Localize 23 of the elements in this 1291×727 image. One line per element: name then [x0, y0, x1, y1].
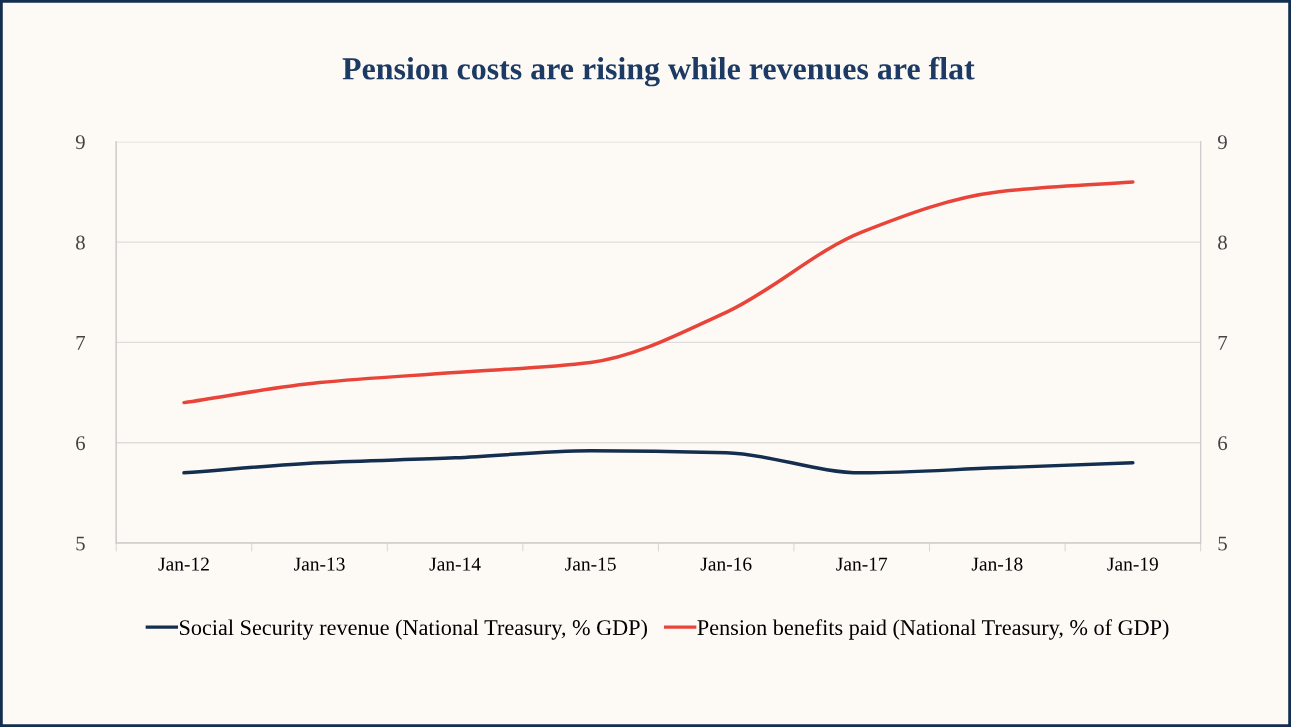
- x-tick-label: Jan-17: [836, 557, 888, 571]
- x-tick-label: Jan-16: [700, 557, 752, 571]
- x-tick-label: Jan-15: [565, 557, 616, 571]
- y2-tick-label: 8: [1218, 235, 1227, 250]
- y-tick-label: 6: [76, 436, 86, 451]
- line-series: [182, 449, 1135, 475]
- x-tick-label: Jan-13: [294, 557, 345, 571]
- chart-title: Pension costs are rising while revenues are flat: [342, 56, 975, 87]
- y2-tick-label: 6: [1218, 436, 1228, 451]
- x-tick-label: Jan-14: [429, 557, 481, 571]
- x-tick-label: Jan-12: [158, 557, 209, 571]
- x-tick-label: Jan-18: [971, 557, 1023, 571]
- legend-label: Social Security revenue (National Treasury, % GDP): [179, 619, 647, 640]
- y-tick-label: 7: [76, 336, 86, 350]
- y2-tick-label: 9: [1217, 135, 1227, 150]
- y-tick-label: 8: [76, 235, 85, 250]
- x-tick-label: Jan-19: [1107, 557, 1158, 571]
- line-series: [182, 180, 1135, 405]
- y-tick-label: 9: [75, 135, 85, 150]
- y2-tick-label: 7: [1218, 336, 1228, 350]
- y-tick-label: 5: [76, 536, 85, 551]
- legend-label: Pension benefits paid (National Treasury, % of GDP): [697, 619, 1169, 640]
- y2-tick-label: 5: [1218, 536, 1227, 551]
